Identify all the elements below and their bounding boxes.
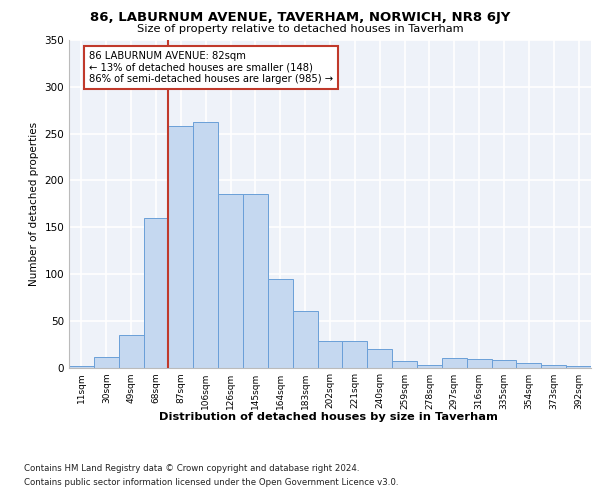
Bar <box>392 361 417 368</box>
Bar <box>268 278 293 368</box>
Bar <box>541 364 566 368</box>
Bar <box>218 194 243 368</box>
Bar <box>119 335 143 368</box>
Bar <box>566 366 591 368</box>
Bar <box>467 359 491 368</box>
Y-axis label: Number of detached properties: Number of detached properties <box>29 122 39 286</box>
Text: Size of property relative to detached houses in Taverham: Size of property relative to detached ho… <box>137 24 463 34</box>
Text: Contains HM Land Registry data © Crown copyright and database right 2024.: Contains HM Land Registry data © Crown c… <box>24 464 359 473</box>
Text: Contains public sector information licensed under the Open Government Licence v3: Contains public sector information licen… <box>24 478 398 487</box>
Bar <box>293 312 317 368</box>
Bar <box>491 360 517 368</box>
Bar <box>417 364 442 368</box>
Text: Distribution of detached houses by size in Taverham: Distribution of detached houses by size … <box>160 412 498 422</box>
Bar <box>169 126 193 368</box>
Text: 86, LABURNUM AVENUE, TAVERHAM, NORWICH, NR8 6JY: 86, LABURNUM AVENUE, TAVERHAM, NORWICH, … <box>90 11 510 24</box>
Bar <box>243 194 268 368</box>
Bar <box>343 342 367 367</box>
Bar <box>517 363 541 368</box>
Bar <box>69 366 94 368</box>
Bar <box>317 342 343 367</box>
Bar <box>94 357 119 368</box>
Bar <box>143 218 169 368</box>
Bar <box>367 349 392 368</box>
Text: 86 LABURNUM AVENUE: 82sqm
← 13% of detached houses are smaller (148)
86% of semi: 86 LABURNUM AVENUE: 82sqm ← 13% of detac… <box>89 51 333 84</box>
Bar <box>193 122 218 368</box>
Bar <box>442 358 467 368</box>
